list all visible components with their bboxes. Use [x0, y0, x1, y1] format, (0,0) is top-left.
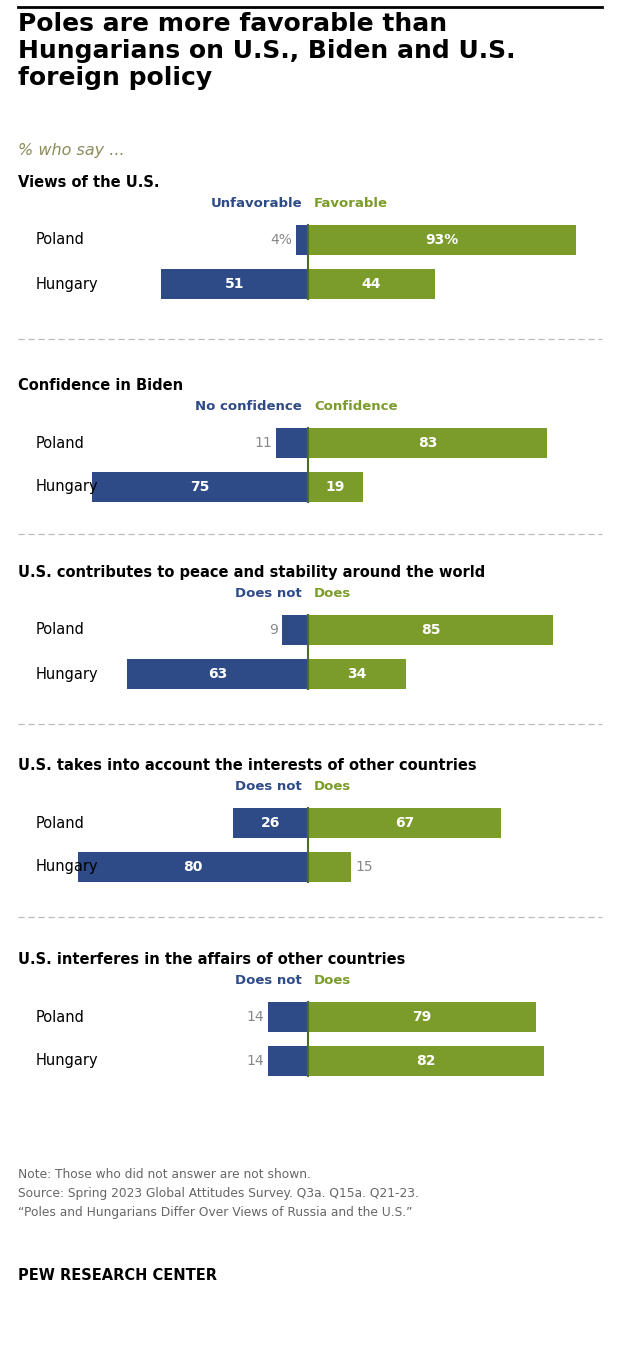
Bar — [308, 808, 501, 838]
Text: 80: 80 — [183, 860, 203, 873]
Text: U.S. interferes in the affairs of other countries: U.S. interferes in the affairs of other … — [18, 952, 405, 967]
Text: “Poles and Hungarians Differ Over Views of Russia and the U.S.”: “Poles and Hungarians Differ Over Views … — [18, 1206, 412, 1220]
Text: 83: 83 — [418, 435, 437, 450]
Bar — [92, 472, 308, 502]
Text: Does not: Does not — [235, 587, 302, 600]
Bar — [268, 1002, 308, 1032]
Bar — [161, 269, 308, 299]
Text: Poland: Poland — [36, 435, 85, 450]
Text: PEW RESEARCH CENTER: PEW RESEARCH CENTER — [18, 1268, 217, 1283]
Text: Does: Does — [314, 973, 352, 987]
Text: U.S. takes into account the interests of other countries: U.S. takes into account the interests of… — [18, 758, 477, 773]
Text: % who say ...: % who say ... — [18, 143, 125, 158]
Text: Views of the U.S.: Views of the U.S. — [18, 174, 159, 191]
Bar — [308, 615, 553, 645]
Text: 15: 15 — [355, 860, 373, 873]
Bar — [277, 429, 308, 458]
Text: Poland: Poland — [36, 815, 85, 830]
Bar — [308, 852, 351, 882]
Text: Hungary: Hungary — [36, 667, 99, 681]
Text: Favorable: Favorable — [314, 197, 388, 210]
Text: 93%: 93% — [425, 233, 459, 247]
Text: Does not: Does not — [235, 973, 302, 987]
Text: 14: 14 — [246, 1055, 264, 1068]
Text: Confidence: Confidence — [314, 400, 397, 412]
Bar — [308, 429, 547, 458]
Bar — [308, 1002, 536, 1032]
Bar — [308, 224, 576, 256]
Text: 26: 26 — [261, 817, 280, 830]
Text: Hungary: Hungary — [36, 1053, 99, 1068]
Text: 51: 51 — [225, 277, 244, 291]
Text: No confidence: No confidence — [195, 400, 302, 412]
Bar — [282, 615, 308, 645]
Bar — [308, 1046, 544, 1076]
Text: Poland: Poland — [36, 233, 85, 247]
Text: 85: 85 — [420, 623, 440, 637]
Text: Hungary: Hungary — [36, 480, 99, 495]
Text: Does not: Does not — [235, 780, 302, 794]
Bar — [78, 852, 308, 882]
Text: 63: 63 — [208, 667, 227, 681]
Text: 9: 9 — [269, 623, 278, 637]
Text: 82: 82 — [417, 1055, 436, 1068]
Text: 4%: 4% — [270, 233, 293, 247]
Bar — [126, 658, 308, 690]
Text: 67: 67 — [395, 817, 414, 830]
Text: 44: 44 — [361, 277, 381, 291]
Text: Note: Those who did not answer are not shown.: Note: Those who did not answer are not s… — [18, 1168, 311, 1182]
Text: Unfavorable: Unfavorable — [210, 197, 302, 210]
Bar — [308, 472, 363, 502]
Bar — [268, 1046, 308, 1076]
Text: Hungary: Hungary — [36, 860, 99, 875]
Bar — [233, 808, 308, 838]
Bar — [308, 658, 406, 690]
Text: Confidence in Biden: Confidence in Biden — [18, 379, 183, 393]
Text: 75: 75 — [190, 480, 210, 493]
Text: 14: 14 — [246, 1010, 264, 1023]
Text: Hungary: Hungary — [36, 277, 99, 292]
Text: Does: Does — [314, 587, 352, 600]
Text: Does: Does — [314, 780, 352, 794]
Text: U.S. contributes to peace and stability around the world: U.S. contributes to peace and stability … — [18, 565, 485, 580]
Bar — [308, 269, 435, 299]
Text: Source: Spring 2023 Global Attitudes Survey. Q3a. Q15a. Q21-23.: Source: Spring 2023 Global Attitudes Sur… — [18, 1187, 419, 1201]
Text: 34: 34 — [347, 667, 366, 681]
Text: Poland: Poland — [36, 1010, 85, 1025]
Text: 19: 19 — [326, 480, 345, 493]
Text: Poland: Poland — [36, 622, 85, 638]
Text: 79: 79 — [412, 1010, 432, 1023]
Text: Poles are more favorable than
Hungarians on U.S., Biden and U.S.
foreign policy: Poles are more favorable than Hungarians… — [18, 12, 515, 89]
Text: 11: 11 — [255, 435, 272, 450]
Bar — [296, 224, 308, 256]
